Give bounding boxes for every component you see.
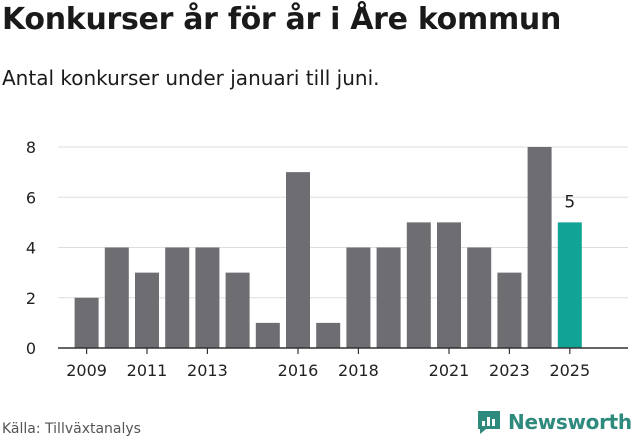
chart-subtitle: Antal konkurser under januari till juni.: [2, 66, 380, 90]
bar-2025: [557, 222, 582, 348]
x-tick-label: 2011: [127, 361, 168, 380]
x-tick-label: 2016: [278, 361, 319, 380]
bar-2010: [104, 247, 129, 348]
data-label-2025: 5: [564, 192, 575, 212]
bar-2021: [437, 222, 461, 348]
bar-2014: [225, 272, 250, 348]
axis-layer: 0 2 4 6 8 2009 2011 2013 2016 2018 2021 2023 2025: [26, 138, 628, 380]
y-tick-label: 4: [26, 239, 36, 258]
y-tick-label: 6: [26, 188, 36, 207]
y-tick-label: 0: [26, 339, 36, 358]
bar-2022: [467, 247, 492, 348]
brand-name: Newsworthy: [508, 410, 631, 434]
bar-2017: [316, 322, 341, 348]
bar-chart: 0 2 4 6 8 2009 2011 2013 2016 2018 2021 2023 2025 5: [26, 138, 628, 380]
bar-2009: [74, 297, 99, 348]
x-tick-label: 2023: [489, 361, 530, 380]
bar-2016: [286, 172, 310, 348]
x-tick-label: 2021: [429, 361, 470, 380]
label-layer: 5: [564, 192, 575, 212]
bar-2018: [346, 247, 371, 348]
x-tick-label: 2009: [66, 361, 107, 380]
brand-logo: Newsworthy: [476, 409, 631, 435]
bar-2024: [527, 147, 552, 348]
chart-title: Konkurser år för år i Åre kommun: [2, 2, 562, 37]
x-tick-label: 2013: [187, 361, 228, 380]
bar-2020: [406, 222, 431, 348]
y-tick-label: 8: [26, 138, 36, 157]
bar-layer: [74, 147, 582, 348]
bar-2011: [135, 272, 159, 348]
bar-2013: [195, 247, 220, 348]
x-tick-label: 2018: [338, 361, 379, 380]
newsworthy-logo-icon: [478, 411, 500, 434]
bar-2023: [497, 272, 522, 348]
bar-2015: [255, 322, 280, 348]
source-note: Källa: Tillväxtanalys: [2, 421, 141, 437]
x-tick-label: 2025: [549, 361, 590, 380]
bar-2012: [165, 247, 190, 348]
y-tick-label: 2: [26, 289, 36, 308]
bar-2019: [376, 247, 401, 348]
